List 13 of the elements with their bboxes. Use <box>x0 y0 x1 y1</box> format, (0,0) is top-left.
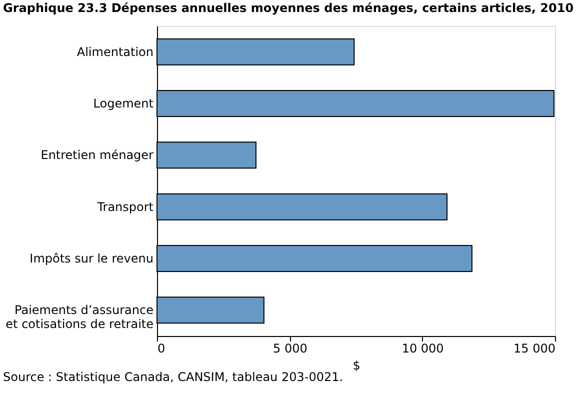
source-note: Source : Statistique Canada, CANSIM, tableau 203-0021. <box>3 370 344 384</box>
x-tick-label: 5 000 <box>272 342 308 356</box>
y-tick-label: Transport <box>96 200 154 214</box>
y-tick-label: Alimentation <box>76 44 154 59</box>
chart-title: Graphique 23.3 Dépenses annuelles moyennes des ménages, certains articles, 2010 <box>3 1 574 15</box>
y-tick-label: Paiements d’assurance et cotisations de retraite <box>6 303 154 332</box>
y-tick-label: Impôts sur le revenu <box>30 252 154 266</box>
x-tick-label: 10 000 <box>402 342 444 356</box>
x-axis-title: $ <box>352 358 360 372</box>
y-tick-label: Logement <box>93 96 154 110</box>
x-tick-label: 15 000 <box>514 342 556 356</box>
y-tick-label: Entretien ménager <box>40 148 154 162</box>
x-tick-label: 0 <box>158 342 166 356</box>
